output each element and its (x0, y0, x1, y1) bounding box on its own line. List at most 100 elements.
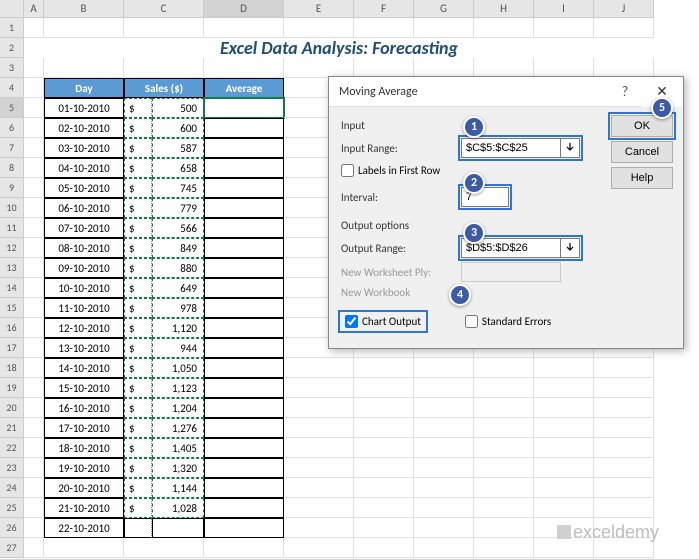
cell-currency[interactable]: $ (124, 258, 152, 278)
cell-currency[interactable]: $ (124, 138, 152, 158)
cell-currency[interactable]: $ (124, 118, 152, 138)
cell-sales[interactable]: 978 (152, 298, 204, 318)
cell-currency[interactable]: $ (124, 198, 152, 218)
cell-currency[interactable] (124, 518, 152, 538)
cell-average[interactable] (204, 418, 284, 438)
cell-day[interactable]: 16-10-2010 (44, 398, 124, 418)
row-header[interactable]: 10 (0, 198, 24, 218)
cell-average[interactable] (204, 498, 284, 518)
cell-sales[interactable]: 1,120 (152, 318, 204, 338)
cell-day[interactable]: 09-10-2010 (44, 258, 124, 278)
cancel-button[interactable]: Cancel (611, 141, 673, 163)
cell-currency[interactable]: $ (124, 358, 152, 378)
row-header[interactable]: 6 (0, 118, 24, 138)
cell-day[interactable]: 08-10-2010 (44, 238, 124, 258)
cell-sales[interactable]: 1,204 (152, 398, 204, 418)
help-button[interactable]: Help (611, 167, 673, 189)
cell-sales[interactable]: 880 (152, 258, 204, 278)
cell-average[interactable] (204, 398, 284, 418)
cell-currency[interactable]: $ (124, 238, 152, 258)
row-header[interactable]: 12 (0, 238, 24, 258)
row-header[interactable]: 19 (0, 378, 24, 398)
standard-errors-checkbox[interactable] (465, 315, 478, 328)
cell-day[interactable]: 10-10-2010 (44, 278, 124, 298)
cell-day[interactable]: 15-10-2010 (44, 378, 124, 398)
cell-currency[interactable]: $ (124, 278, 152, 298)
cell-sales[interactable]: 1,123 (152, 378, 204, 398)
ref-picker-icon[interactable] (560, 138, 580, 158)
cell-currency[interactable]: $ (124, 158, 152, 178)
cell-currency[interactable]: $ (124, 458, 152, 478)
row-header[interactable]: 22 (0, 438, 24, 458)
row-header[interactable]: 5 (0, 98, 24, 118)
cell-day[interactable]: 04-10-2010 (44, 158, 124, 178)
cell-currency[interactable]: $ (124, 98, 152, 118)
chart-output-checkbox[interactable] (345, 315, 358, 328)
cell-average[interactable] (204, 178, 284, 198)
cell-currency[interactable]: $ (124, 498, 152, 518)
select-all-corner[interactable] (0, 0, 24, 17)
cell-sales[interactable]: 1,050 (152, 358, 204, 378)
cell-day[interactable]: 13-10-2010 (44, 338, 124, 358)
row-header[interactable]: 27 (0, 538, 24, 558)
cell-day[interactable]: 02-10-2010 (44, 118, 124, 138)
cell-sales[interactable]: 1,028 (152, 498, 204, 518)
row-header[interactable]: 9 (0, 178, 24, 198)
cell-day[interactable]: 03-10-2010 (44, 138, 124, 158)
col-header-j[interactable]: J (594, 0, 654, 17)
cell-currency[interactable]: $ (124, 418, 152, 438)
dialog-titlebar[interactable]: Moving Average ? ✕ (329, 77, 683, 107)
col-header-a[interactable]: A (24, 0, 44, 17)
cell-sales[interactable]: 566 (152, 218, 204, 238)
cell-currency[interactable]: $ (124, 218, 152, 238)
col-header-g[interactable]: G (414, 0, 474, 17)
row-header[interactable]: 23 (0, 458, 24, 478)
row-header[interactable]: 4 (0, 78, 24, 98)
cell-sales[interactable]: 658 (152, 158, 204, 178)
cell-day[interactable]: 01-10-2010 (44, 98, 124, 118)
cell-sales[interactable]: 849 (152, 238, 204, 258)
row-header[interactable]: 21 (0, 418, 24, 438)
cell-day[interactable]: 12-10-2010 (44, 318, 124, 338)
cell-sales[interactable]: 500 (152, 98, 204, 118)
row-header[interactable]: 26 (0, 518, 24, 538)
cell-currency[interactable]: $ (124, 398, 152, 418)
col-header-f[interactable]: F (354, 0, 414, 17)
cell-day[interactable]: 19-10-2010 (44, 458, 124, 478)
row-header[interactable]: 16 (0, 318, 24, 338)
row-header[interactable]: 24 (0, 478, 24, 498)
cell-day[interactable]: 21-10-2010 (44, 498, 124, 518)
cell-currency[interactable]: $ (124, 178, 152, 198)
cell-sales[interactable]: 587 (152, 138, 204, 158)
cell-sales[interactable] (152, 518, 204, 538)
cell-sales[interactable]: 745 (152, 178, 204, 198)
cell-average[interactable] (204, 518, 284, 538)
row-header[interactable]: 20 (0, 398, 24, 418)
row-header[interactable]: 17 (0, 338, 24, 358)
cell-sales[interactable]: 779 (152, 198, 204, 218)
row-header[interactable]: 11 (0, 218, 24, 238)
col-header-i[interactable]: I (534, 0, 594, 17)
row-header[interactable]: 1 (0, 18, 24, 38)
cell-sales[interactable]: 600 (152, 118, 204, 138)
cell-average[interactable] (204, 378, 284, 398)
cell-average[interactable] (204, 298, 284, 318)
cell-average[interactable] (204, 278, 284, 298)
cell-average[interactable] (204, 118, 284, 138)
cell-currency[interactable]: $ (124, 298, 152, 318)
cell-average[interactable] (204, 358, 284, 378)
cell-currency[interactable]: $ (124, 478, 152, 498)
cell-day[interactable]: 22-10-2010 (44, 518, 124, 538)
cell-day[interactable]: 07-10-2010 (44, 218, 124, 238)
ref-picker-icon[interactable] (560, 238, 580, 258)
cell-average[interactable] (204, 338, 284, 358)
cell-average[interactable] (204, 138, 284, 158)
cell-sales[interactable]: 1,320 (152, 458, 204, 478)
cell-currency[interactable]: $ (124, 318, 152, 338)
row-header[interactable]: 15 (0, 298, 24, 318)
col-header-c[interactable]: C (124, 0, 204, 17)
row-header[interactable]: 13 (0, 258, 24, 278)
cell-average[interactable] (204, 238, 284, 258)
cell-average[interactable] (204, 438, 284, 458)
cell-day[interactable]: 14-10-2010 (44, 358, 124, 378)
